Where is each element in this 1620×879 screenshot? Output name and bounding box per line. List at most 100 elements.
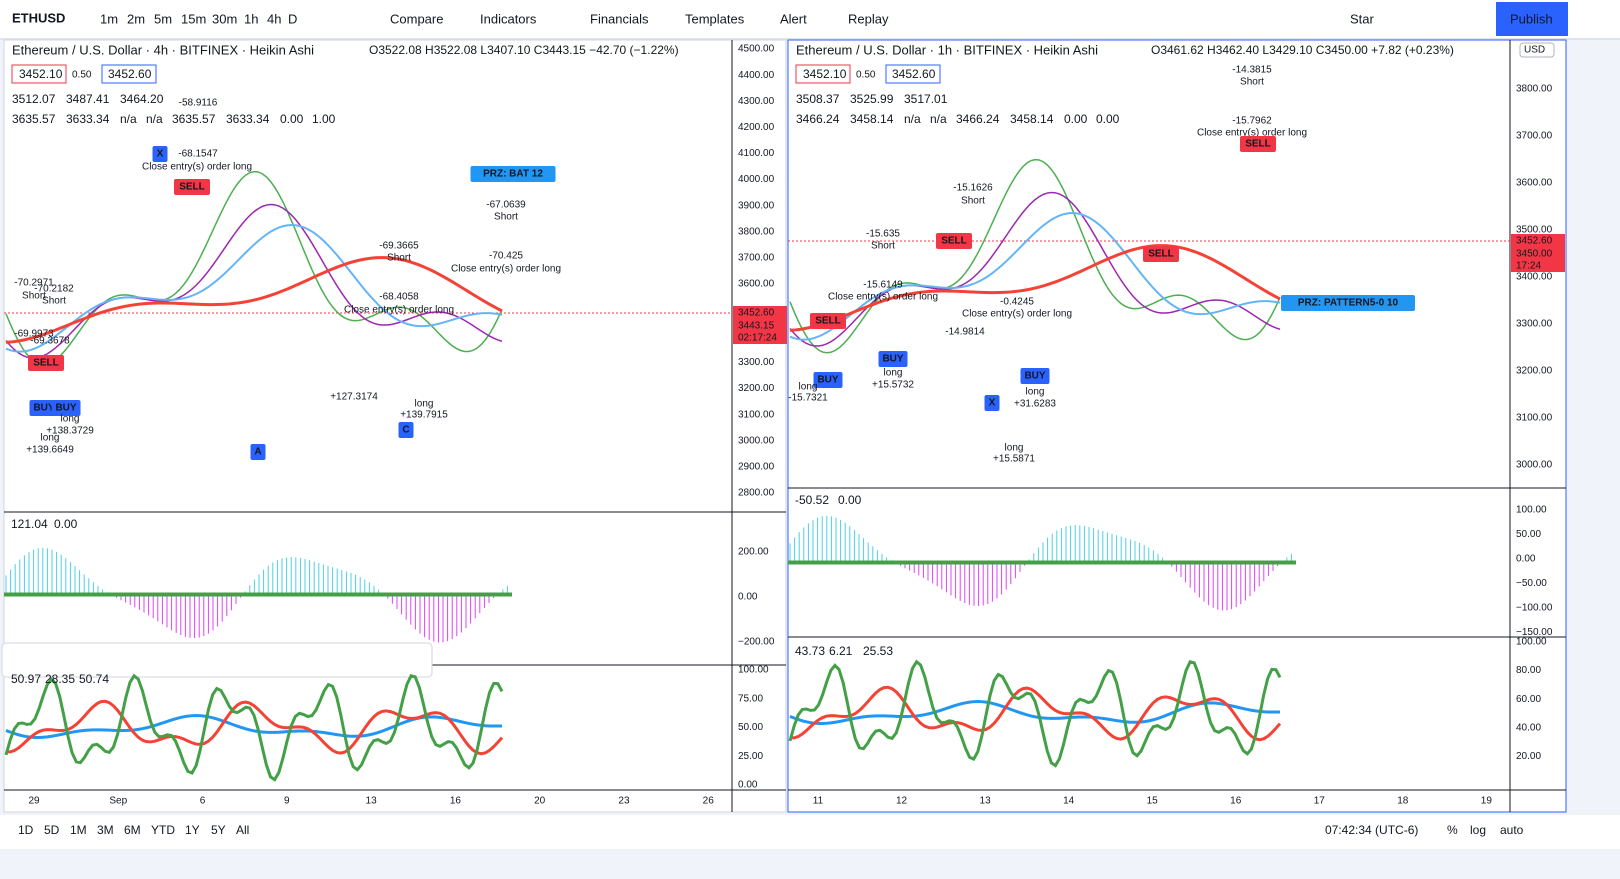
ohlc: O3522.08 H3522.08 L3407.10 C3443.15 −42.… <box>369 43 679 57</box>
annotation: long <box>884 368 903 379</box>
ohlc: O3461.62 H3462.40 L3429.10 C3450.00 +7.8… <box>1151 43 1454 57</box>
indicator-value: 3466.24 <box>956 112 1000 126</box>
price-label: 3000.00 <box>1516 460 1553 471</box>
indicator-value: 3458.14 <box>1010 112 1054 126</box>
toolbar-button[interactable]: Templates <box>685 11 745 26</box>
time-label: 23 <box>618 796 630 807</box>
price-label: 2900.00 <box>738 462 775 473</box>
annotation: long <box>415 399 434 410</box>
interval[interactable]: 30m <box>212 11 237 26</box>
signal-label: X <box>157 149 164 160</box>
osc-axis-label: 100.00 <box>738 665 769 676</box>
signal-label: PRZ: PATTERN5-0 10 <box>1298 298 1399 309</box>
annotation: long <box>799 382 818 393</box>
signal-box <box>813 372 843 388</box>
annotation: +31.6283 <box>1014 399 1056 410</box>
price-label: 4200.00 <box>738 122 775 133</box>
price-tag: 17:24 <box>1516 261 1541 272</box>
osc-axis-label: 25.00 <box>738 751 763 762</box>
signal-label: BUY <box>55 403 76 414</box>
ma-line <box>5 223 503 353</box>
range-button[interactable]: 1Y <box>185 823 200 837</box>
scale-button[interactable]: auto <box>1500 823 1524 837</box>
osc-line <box>789 685 1282 742</box>
annotation: Short <box>387 253 411 264</box>
signal-box <box>250 444 266 460</box>
range-button[interactable]: 6M <box>124 823 141 837</box>
interval[interactable]: D <box>288 11 297 26</box>
osc-line <box>788 659 1282 768</box>
interval[interactable]: 5m <box>154 11 172 26</box>
bid-box <box>795 64 851 84</box>
publish-button-bg[interactable] <box>1496 2 1568 36</box>
currency-box <box>1519 42 1555 58</box>
bid: 3452.10 <box>19 67 63 81</box>
scale-button[interactable]: log <box>1470 823 1486 837</box>
range-button[interactable]: 1M <box>70 823 87 837</box>
toolbar-button[interactable]: Compare <box>390 11 443 26</box>
interval[interactable]: 15m <box>181 11 206 26</box>
interval[interactable]: 4h <box>267 11 281 26</box>
publish-button[interactable]: Publish <box>1510 11 1553 26</box>
annotation: -0.4245 <box>1000 297 1034 308</box>
range-button[interactable]: 5D <box>44 823 60 837</box>
annotation: -15.635 <box>866 229 900 240</box>
time-label: 26 <box>703 796 715 807</box>
price-label: 3300.00 <box>1516 319 1553 330</box>
range-button[interactable]: 5Y <box>211 823 226 837</box>
price-label: 3200.00 <box>1516 366 1553 377</box>
interval[interactable]: 2m <box>127 11 145 26</box>
range-button[interactable]: All <box>236 823 249 837</box>
price-label: 3800.00 <box>1516 84 1553 95</box>
signal-label: BUY <box>33 403 54 414</box>
osc-value: 0.00 <box>54 517 78 531</box>
range-button[interactable]: 3M <box>97 823 114 837</box>
range-button[interactable]: YTD <box>151 823 175 837</box>
osc-axis-label: −200.00 <box>738 637 775 648</box>
price-tag: 3452.60 <box>738 308 775 319</box>
left-pane <box>3 39 787 813</box>
annotation: -15.6149 <box>863 280 903 291</box>
time-label: Sep <box>109 796 127 807</box>
toolbar-button[interactable]: Alert <box>780 11 807 26</box>
toolbar-button[interactable]: Replay <box>848 11 889 26</box>
ma-line <box>5 256 503 344</box>
price-tag: 3452.60 <box>1516 236 1553 247</box>
scale-button[interactable]: % <box>1447 823 1458 837</box>
range-button[interactable]: 1D <box>18 823 34 837</box>
annotation: +15.5871 <box>993 454 1035 465</box>
interval[interactable]: 1m <box>100 11 118 26</box>
annotation: Short <box>1240 77 1264 88</box>
osc-value: 43.73 <box>795 644 825 658</box>
price-label: 3000.00 <box>738 435 775 446</box>
spread: 0.50 <box>72 70 92 81</box>
time-label: 15 <box>1147 796 1159 807</box>
symbol[interactable]: ETHUSD <box>12 10 65 25</box>
spread: 0.50 <box>856 70 876 81</box>
indicator-value: 3635.57 <box>12 112 56 126</box>
bid-box <box>11 64 67 84</box>
toolbar-button[interactable]: Indicators <box>480 11 537 26</box>
ma-line <box>789 244 1281 332</box>
osc-axis-label: 0.00 <box>738 592 758 603</box>
indicator-value: 3487.41 <box>66 92 110 106</box>
drawing-toolbar[interactable] <box>1 642 433 678</box>
indicator-value: n/a <box>120 112 137 126</box>
time-label: 16 <box>1230 796 1242 807</box>
star-button[interactable]: Star <box>1350 11 1375 26</box>
toolbar-button[interactable]: Financials <box>590 11 649 26</box>
annotation: Close entry(s) order long <box>828 292 938 303</box>
annotation: Short <box>871 241 895 252</box>
indicator-value: 0.00 <box>1096 112 1120 126</box>
annotation: Close entry(s) order long <box>1197 128 1307 139</box>
signal-label: SELL <box>179 182 205 193</box>
price-label: 3800.00 <box>738 226 775 237</box>
annotation: -68.1547 <box>178 149 218 160</box>
signal-box <box>29 400 59 416</box>
ma-line <box>789 191 1281 347</box>
osc-axis-label: 0.00 <box>738 780 758 791</box>
indicator-value: 3466.24 <box>796 112 840 126</box>
interval[interactable]: 1h <box>244 11 258 26</box>
time-label: 13 <box>980 796 992 807</box>
